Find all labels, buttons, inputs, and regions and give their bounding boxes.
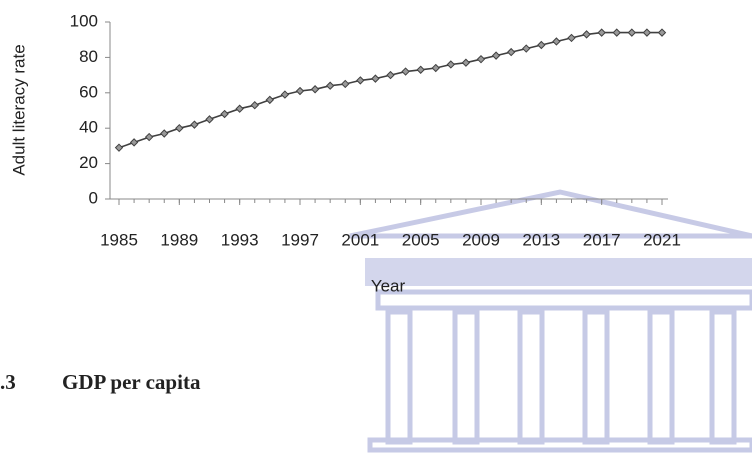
- x-tick-label: 2009: [462, 230, 500, 249]
- data-point: [220, 109, 229, 119]
- data-point: [582, 30, 591, 39]
- data-point: [250, 100, 259, 110]
- x-tick-label: 2005: [402, 230, 440, 249]
- x-tick-label: 1989: [160, 230, 198, 249]
- y-axis-label: Adult literacy rate: [9, 44, 28, 175]
- data-point: [431, 63, 440, 73]
- y-tick-label: 40: [79, 118, 98, 137]
- data-point: [627, 28, 637, 37]
- data-point: [114, 143, 124, 152]
- watermark-beam: [375, 289, 752, 311]
- watermark-pediment: [349, 189, 752, 239]
- heading-number: .3: [0, 370, 16, 394]
- watermark: [349, 189, 752, 453]
- y-tick-label: 100: [70, 11, 98, 30]
- x-tick-label: 2001: [341, 230, 379, 249]
- data-point: [567, 33, 576, 43]
- x-tick-label: 2017: [583, 230, 621, 249]
- data-point: [325, 81, 335, 90]
- watermark-columns: [385, 309, 737, 445]
- data-point: [190, 120, 199, 129]
- data-point: [295, 86, 305, 96]
- data-point: [522, 44, 531, 53]
- data-point: [446, 60, 456, 69]
- x-tick-label: 1993: [221, 230, 259, 249]
- data-point: [356, 76, 365, 85]
- x-tick-label: 1997: [281, 230, 319, 249]
- data-point: [416, 65, 425, 74]
- data-point: [280, 90, 290, 99]
- data-point: [401, 67, 410, 76]
- heading-title: GDP per capita: [62, 370, 201, 394]
- y-tick-label: 60: [79, 82, 98, 101]
- data-point: [476, 54, 486, 64]
- y-tick-label: 80: [79, 47, 98, 66]
- data-point: [371, 74, 380, 83]
- x-tick-label: 2013: [522, 230, 560, 249]
- data-point: [612, 28, 621, 37]
- data-point: [144, 132, 154, 142]
- data-point: [341, 79, 350, 89]
- data-point: [205, 115, 214, 124]
- data-point: [506, 47, 516, 57]
- data-point: [175, 123, 184, 133]
- y-tick-label: 0: [89, 188, 98, 207]
- data-point: [642, 28, 652, 37]
- data-point: [657, 28, 667, 37]
- x-tick-label: 1985: [100, 230, 138, 249]
- plot: 0 20 40 60 80 100 1985 1989 1993 1997 2001 2005 2009…: [70, 11, 681, 249]
- data-point: [491, 51, 501, 60]
- data-point: [129, 138, 139, 147]
- data-point: [310, 85, 320, 94]
- data-point: [597, 28, 606, 37]
- data-line: [118, 31, 662, 149]
- data-point: [461, 58, 471, 67]
- watermark-frieze: [365, 258, 752, 286]
- y-tick-label: 20: [79, 153, 98, 172]
- data-point: [552, 37, 561, 46]
- data-point: [160, 129, 169, 138]
- data-point: [386, 70, 395, 80]
- data-point: [265, 95, 275, 105]
- data-point: [235, 104, 244, 113]
- data-point: [537, 40, 546, 50]
- watermark-base: [367, 437, 752, 453]
- x-axis-label: Year: [371, 276, 406, 295]
- x-tick-label: 2021: [643, 230, 681, 249]
